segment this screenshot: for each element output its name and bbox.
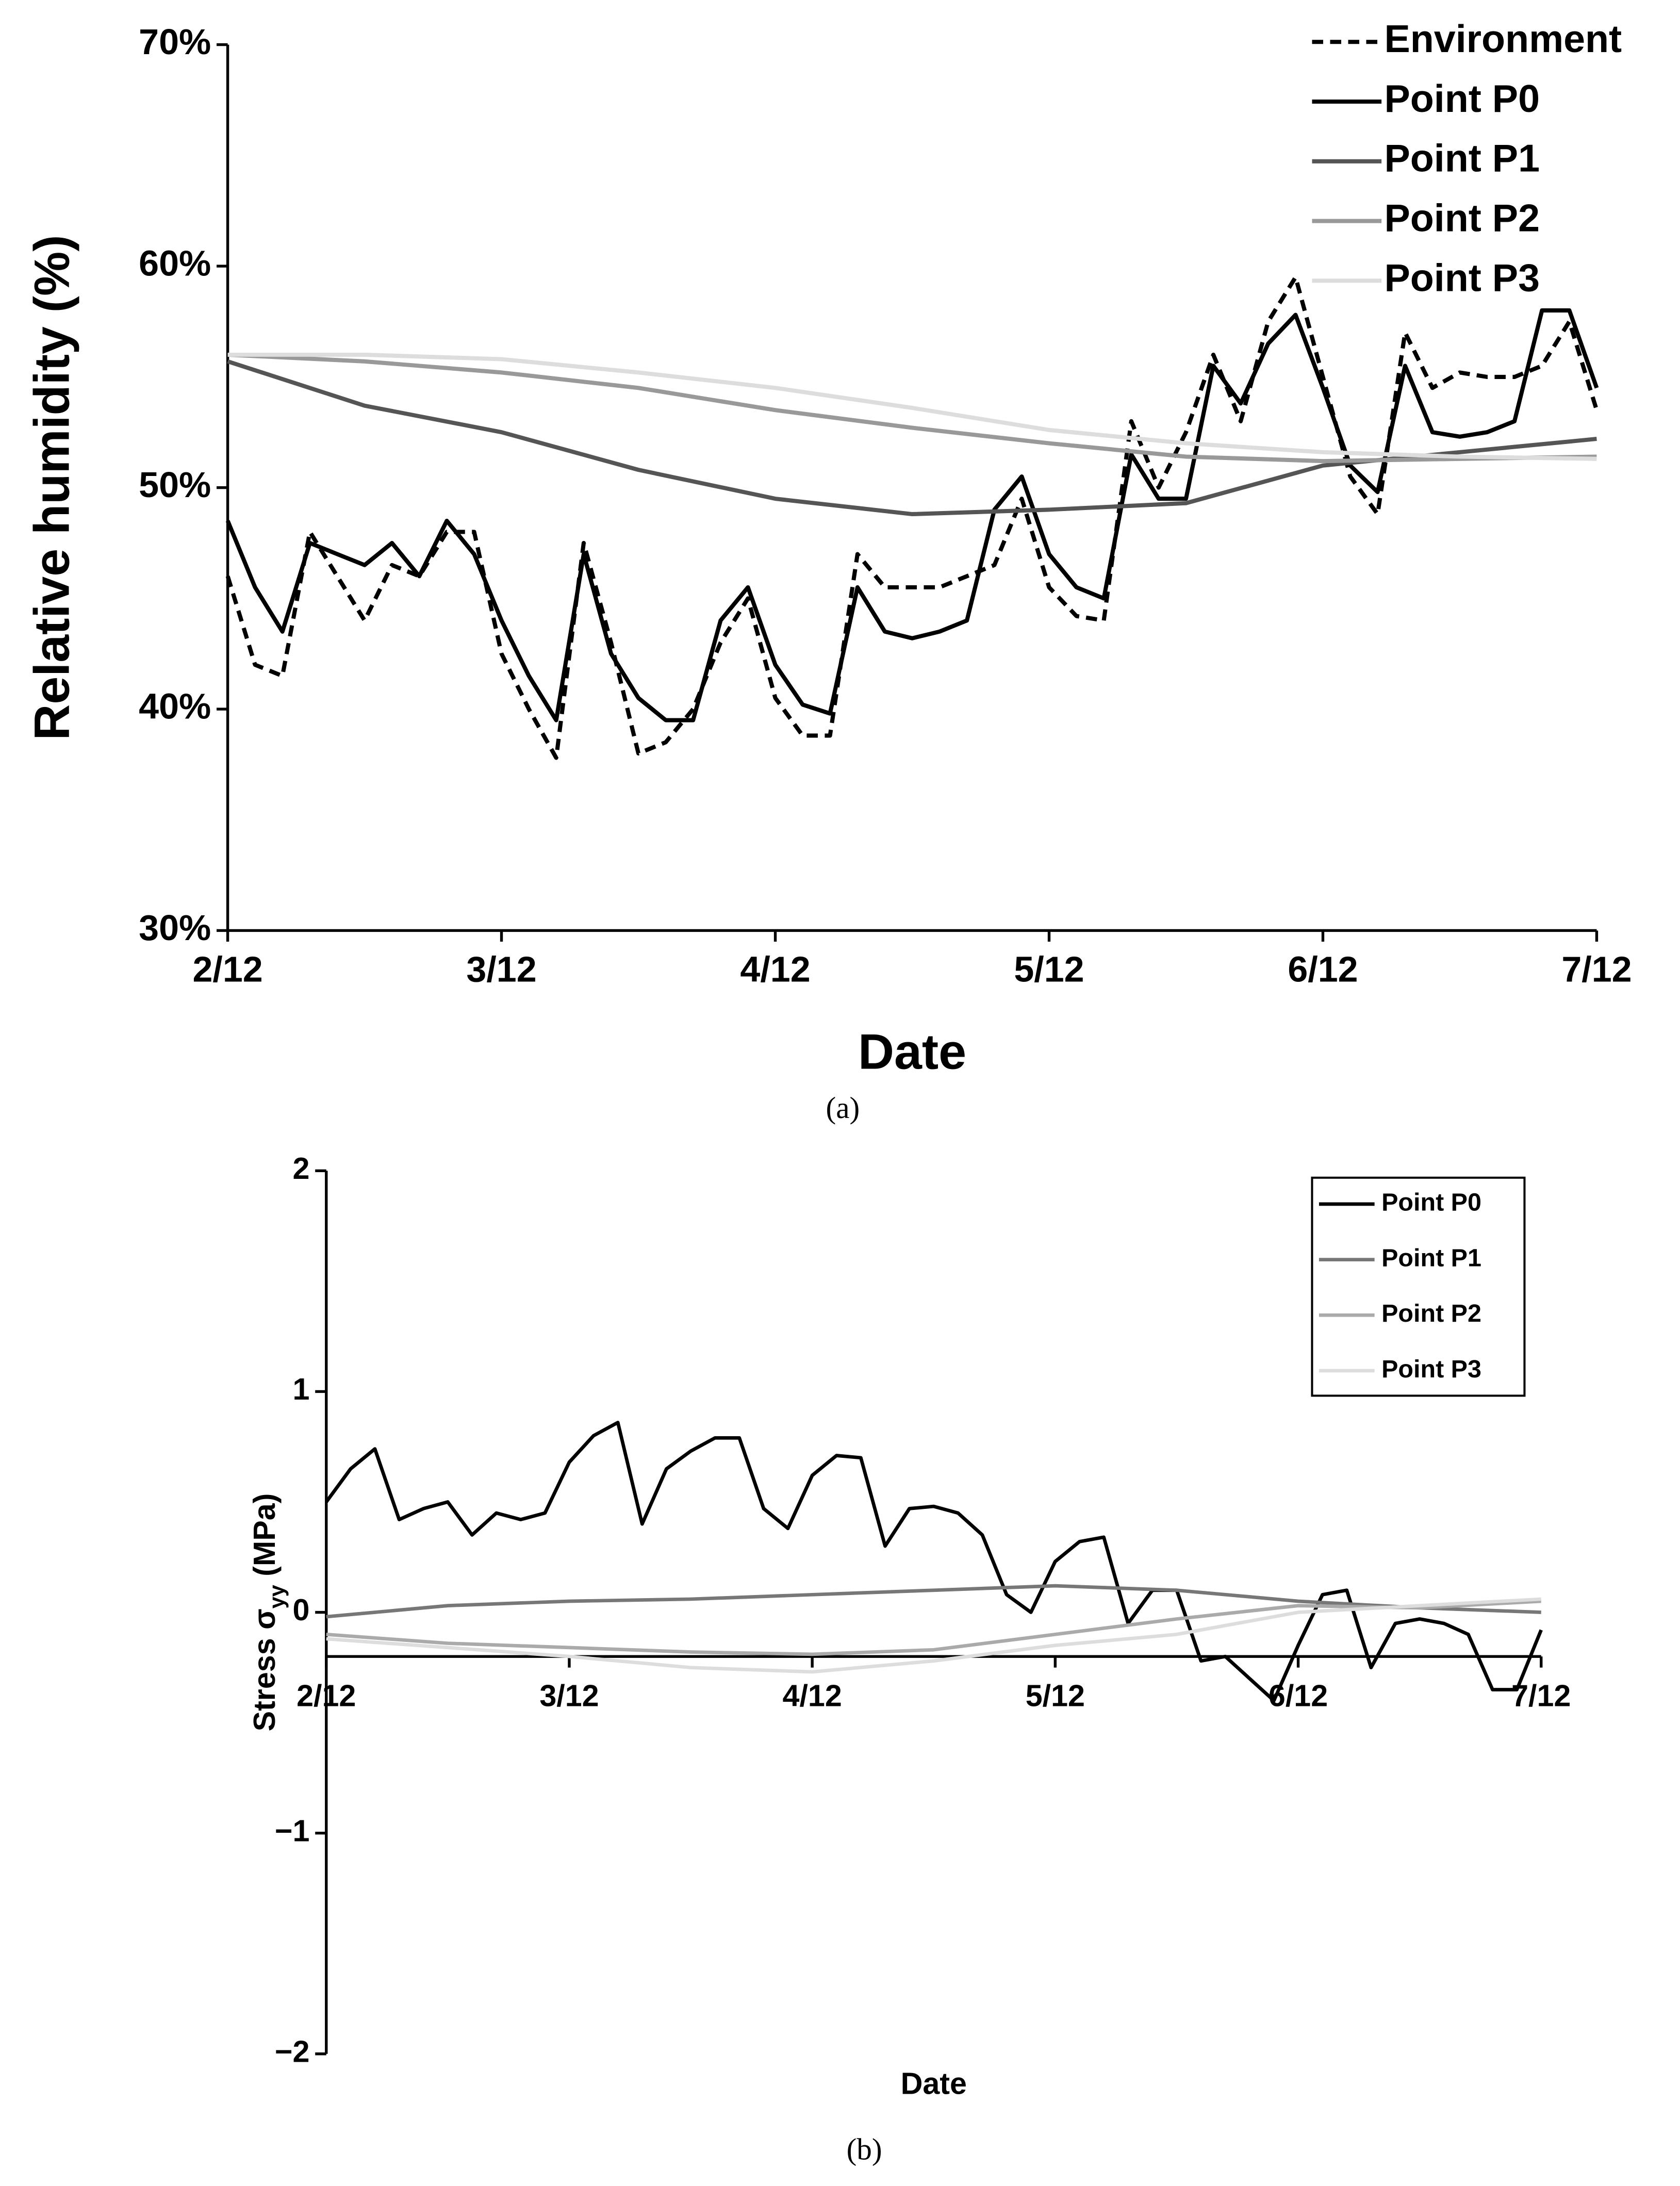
x-tick-label: 2/12 xyxy=(192,949,262,990)
x-tick-label: 5/12 xyxy=(1026,1679,1085,1713)
legend-label: Point P0 xyxy=(1384,77,1540,120)
series-line xyxy=(326,1597,1541,1674)
x-tick-label: 7/12 xyxy=(1561,949,1632,990)
legend-label: Point P3 xyxy=(1381,1355,1481,1383)
legend-box xyxy=(1311,1176,1526,1397)
y-tick-label: 30% xyxy=(139,908,211,948)
legend-label: Point P3 xyxy=(1384,256,1540,299)
x-tick-label: 6/12 xyxy=(1288,949,1358,990)
y-tick-label: 60% xyxy=(139,243,211,284)
y-tick-label: 0 xyxy=(293,1592,310,1627)
series-line xyxy=(326,1599,1541,1656)
legend-label: Point P2 xyxy=(1381,1300,1481,1327)
y-axis-label: Relative humidity (%) xyxy=(23,235,79,740)
chart: 30% 40% 50% 60% 70% 2/12 3/12 4/12 5/12 6/12 7/12 D… xyxy=(23,17,1632,1125)
series-line xyxy=(227,352,1597,464)
legend-label: Environment xyxy=(1384,17,1622,60)
series-line xyxy=(326,1584,1541,1619)
y-tick-label: 70% xyxy=(139,22,211,62)
x-tick-label: 3/12 xyxy=(539,1679,599,1713)
caption: (a) xyxy=(826,1091,860,1125)
y-axis-label-part: yy xyxy=(265,1585,289,1608)
series-line xyxy=(227,352,1597,461)
series-line xyxy=(225,308,1599,722)
x-tick-label: 4/12 xyxy=(783,1679,842,1713)
y-tick-label: 1 xyxy=(293,1372,310,1406)
x-axis-label: Date xyxy=(858,1023,966,1079)
y-tick-label: −1 xyxy=(275,1813,310,1848)
x-tick-label: 3/12 xyxy=(466,949,536,990)
legend-label: Point P0 xyxy=(1381,1189,1481,1217)
series-line xyxy=(325,1421,1543,1703)
y-tick-label: 50% xyxy=(139,465,211,505)
chart: −2 −1 0 1 2 2/12 3/12 4/12 5/12 6/12 7/12 Date Stres… xyxy=(247,1151,1571,2166)
y-tick-label: 40% xyxy=(139,686,211,726)
caption: (b) xyxy=(847,2132,882,2166)
legend-label: Point P1 xyxy=(1384,137,1540,180)
y-axis-label: Stress σyy (MPa) xyxy=(247,1493,289,1732)
x-axis-label: Date xyxy=(901,2066,967,2100)
legend-label: Point P1 xyxy=(1381,1244,1481,1272)
x-tick-label: 4/12 xyxy=(740,949,810,990)
y-axis-label-part: Stress σ xyxy=(247,1608,282,1731)
series-line xyxy=(225,275,1599,760)
x-tick-label: 5/12 xyxy=(1014,949,1084,990)
y-axis-label-part: (MPa) xyxy=(247,1493,282,1585)
y-tick-label: −2 xyxy=(275,2034,310,2068)
x-tick-label: 6/12 xyxy=(1269,1679,1328,1713)
x-tick-label: 2/12 xyxy=(297,1679,356,1713)
x-tick-label: 7/12 xyxy=(1511,1679,1571,1713)
legend-label: Point P2 xyxy=(1384,196,1540,239)
y-tick-label: 2 xyxy=(293,1151,310,1186)
